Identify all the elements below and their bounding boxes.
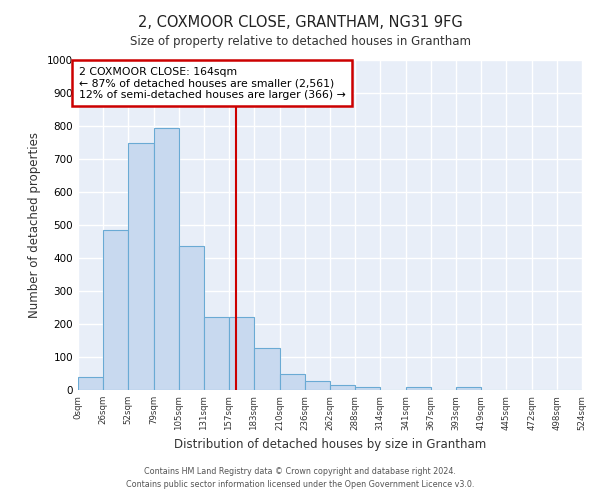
Text: 2, COXMOOR CLOSE, GRANTHAM, NG31 9FG: 2, COXMOOR CLOSE, GRANTHAM, NG31 9FG <box>137 15 463 30</box>
Bar <box>254 348 280 390</box>
X-axis label: Distribution of detached houses by size in Grantham: Distribution of detached houses by size … <box>174 438 486 451</box>
Bar <box>78 377 103 390</box>
Text: 2 COXMOOR CLOSE: 164sqm
← 87% of detached houses are smaller (2,561)
12% of semi: 2 COXMOOR CLOSE: 164sqm ← 87% of detache… <box>79 66 346 100</box>
Text: Contains HM Land Registry data © Crown copyright and database right 2024.
Contai: Contains HM Land Registry data © Crown c… <box>126 468 474 489</box>
Bar <box>355 386 380 390</box>
Bar <box>154 128 179 390</box>
Bar <box>456 386 481 390</box>
Bar <box>406 386 431 390</box>
Bar <box>103 230 128 390</box>
Bar <box>128 142 154 390</box>
Bar <box>179 246 204 390</box>
Bar <box>305 381 330 390</box>
Y-axis label: Number of detached properties: Number of detached properties <box>28 132 41 318</box>
Bar <box>330 385 355 390</box>
Text: Size of property relative to detached houses in Grantham: Size of property relative to detached ho… <box>130 35 470 48</box>
Bar <box>229 318 254 390</box>
Bar <box>204 318 229 390</box>
Bar <box>280 374 305 390</box>
